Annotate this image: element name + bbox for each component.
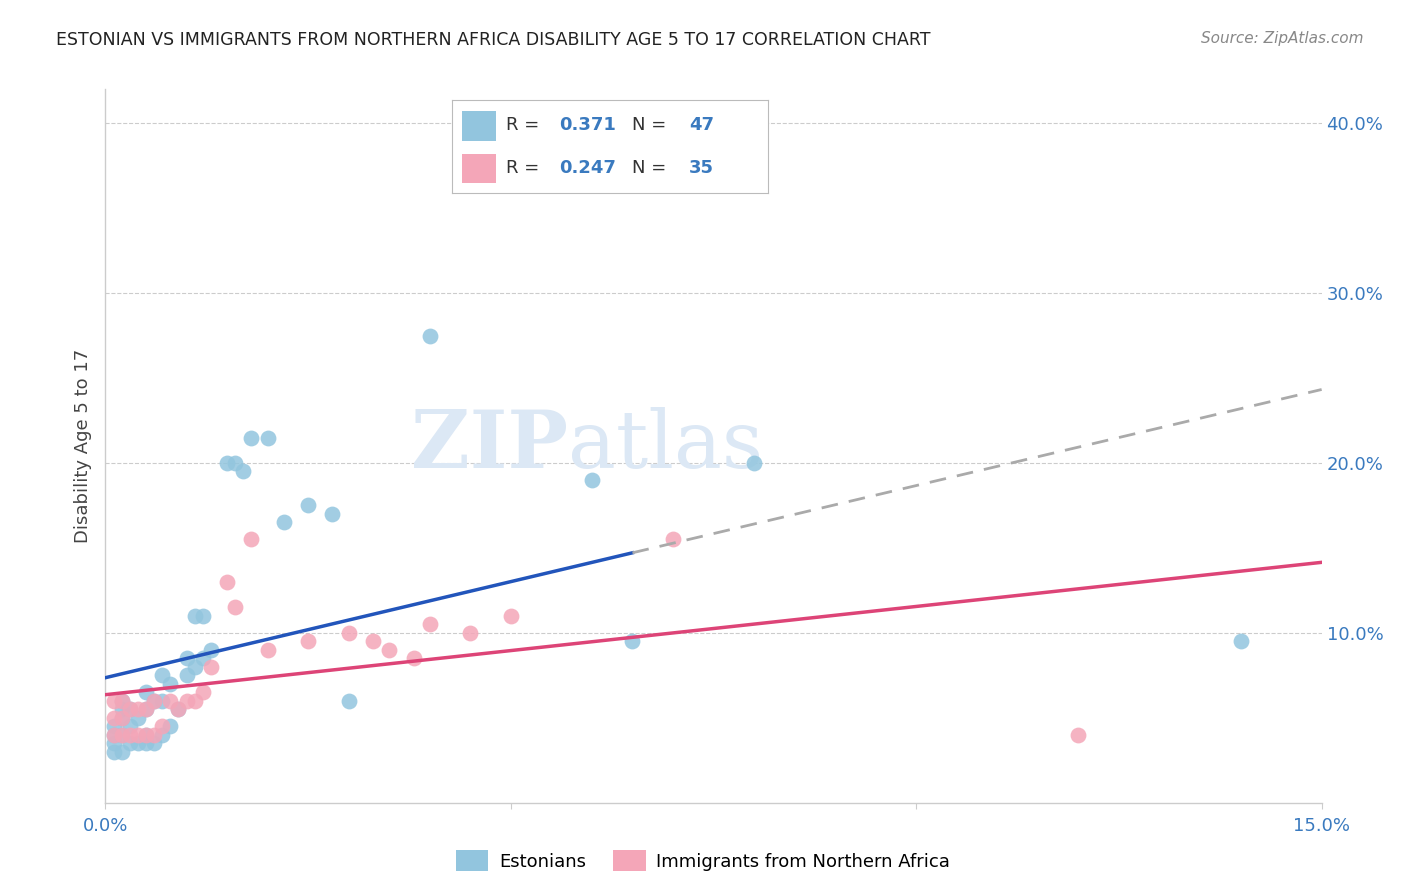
- Point: [159, 677, 181, 691]
- Point: [200, 643, 222, 657]
- Point: [581, 473, 603, 487]
- Point: [150, 728, 173, 742]
- Point: [111, 711, 134, 725]
- Point: [378, 643, 401, 657]
- Point: [273, 516, 295, 530]
- Text: ESTONIAN VS IMMIGRANTS FROM NORTHERN AFRICA DISABILITY AGE 5 TO 17 CORRELATION C: ESTONIAN VS IMMIGRANTS FROM NORTHERN AFR…: [56, 31, 931, 49]
- Point: [183, 608, 205, 623]
- Point: [143, 728, 166, 742]
- Point: [103, 745, 125, 759]
- Point: [103, 728, 125, 742]
- Point: [419, 328, 441, 343]
- Point: [103, 711, 125, 725]
- Point: [150, 668, 173, 682]
- Point: [118, 702, 141, 716]
- Point: [217, 456, 239, 470]
- Point: [143, 694, 166, 708]
- Point: [111, 694, 134, 708]
- Point: [361, 634, 384, 648]
- Text: ZIP: ZIP: [411, 407, 568, 485]
- Point: [118, 728, 141, 742]
- Point: [135, 702, 157, 716]
- Point: [159, 694, 181, 708]
- Point: [111, 728, 134, 742]
- Point: [256, 430, 278, 444]
- Point: [191, 608, 214, 623]
- Point: [143, 736, 166, 750]
- Point: [176, 694, 198, 708]
- Point: [662, 533, 685, 547]
- Point: [118, 736, 141, 750]
- Point: [111, 702, 134, 716]
- Point: [135, 702, 157, 716]
- Point: [103, 719, 125, 733]
- Y-axis label: Disability Age 5 to 17: Disability Age 5 to 17: [73, 349, 91, 543]
- Point: [159, 719, 181, 733]
- Point: [321, 507, 343, 521]
- Point: [232, 465, 254, 479]
- Point: [135, 728, 157, 742]
- Point: [297, 499, 319, 513]
- Point: [111, 711, 134, 725]
- Point: [176, 668, 198, 682]
- Point: [191, 651, 214, 665]
- Point: [150, 719, 173, 733]
- Point: [1229, 634, 1251, 648]
- Point: [337, 694, 360, 708]
- Point: [297, 634, 319, 648]
- Point: [111, 694, 134, 708]
- Point: [183, 660, 205, 674]
- Point: [127, 728, 149, 742]
- Point: [256, 643, 278, 657]
- Point: [419, 617, 441, 632]
- Legend: Estonians, Immigrants from Northern Africa: Estonians, Immigrants from Northern Afri…: [449, 843, 957, 879]
- Point: [240, 533, 263, 547]
- Point: [167, 702, 190, 716]
- Point: [224, 456, 246, 470]
- Text: Source: ZipAtlas.com: Source: ZipAtlas.com: [1201, 31, 1364, 46]
- Point: [1067, 728, 1090, 742]
- Point: [127, 736, 149, 750]
- Point: [135, 736, 157, 750]
- Point: [103, 694, 125, 708]
- Point: [111, 745, 134, 759]
- Point: [127, 702, 149, 716]
- Point: [402, 651, 425, 665]
- Point: [224, 600, 246, 615]
- Point: [217, 574, 239, 589]
- Point: [143, 694, 166, 708]
- Point: [118, 702, 141, 716]
- Point: [337, 626, 360, 640]
- Point: [621, 634, 644, 648]
- Point: [111, 728, 134, 742]
- Point: [742, 456, 765, 470]
- Point: [135, 728, 157, 742]
- Point: [135, 685, 157, 699]
- Point: [127, 711, 149, 725]
- Point: [499, 608, 522, 623]
- Point: [183, 694, 205, 708]
- Point: [458, 626, 481, 640]
- Point: [167, 702, 190, 716]
- Point: [118, 719, 141, 733]
- Point: [176, 651, 198, 665]
- Text: atlas: atlas: [568, 407, 762, 485]
- Point: [200, 660, 222, 674]
- Point: [103, 736, 125, 750]
- Point: [191, 685, 214, 699]
- Point: [103, 728, 125, 742]
- Point: [150, 694, 173, 708]
- Point: [240, 430, 263, 444]
